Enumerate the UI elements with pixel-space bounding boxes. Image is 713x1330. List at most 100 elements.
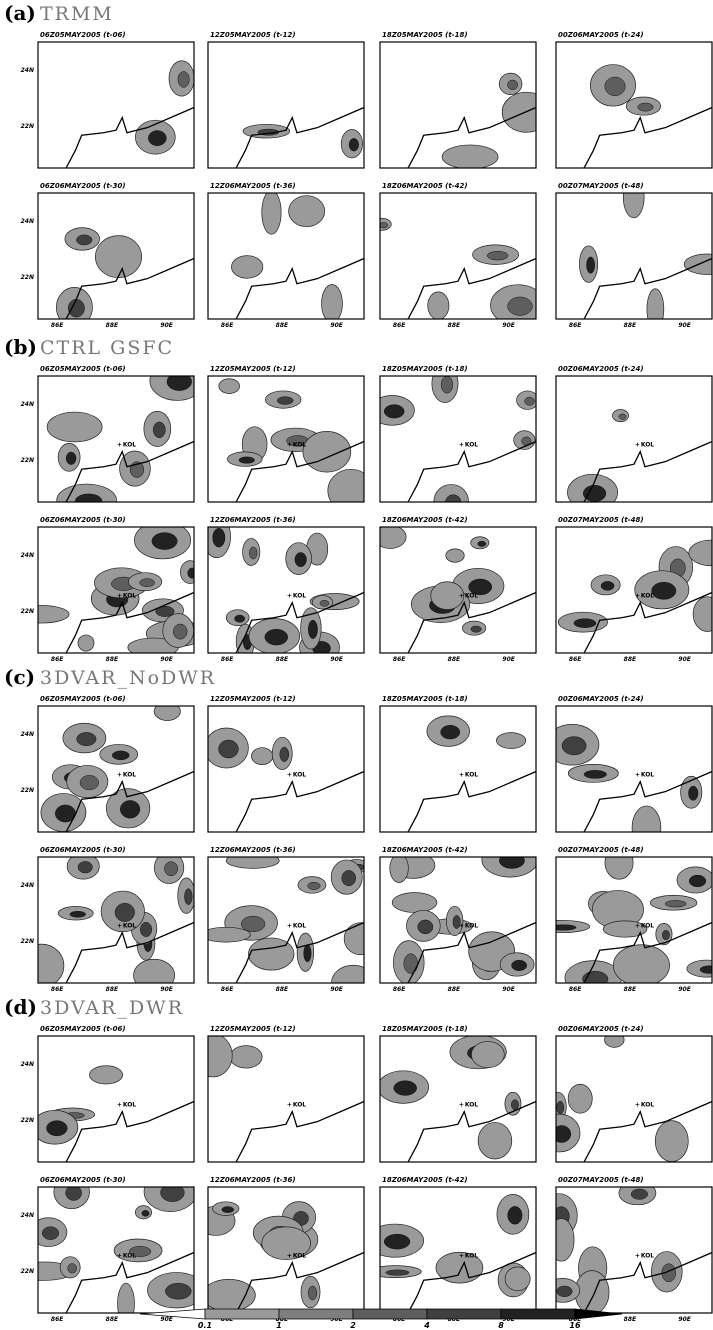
panel-title: 18Z05MAY2005 (t-18)	[382, 695, 468, 703]
rain-core	[68, 299, 84, 317]
colorbar-label: 1	[276, 1321, 282, 1330]
marker-label: KOL	[293, 923, 306, 930]
coastline	[236, 772, 364, 832]
rain-core	[68, 1264, 77, 1274]
panel	[390, 842, 538, 984]
panel	[236, 108, 364, 168]
marker-label: KOL	[123, 923, 136, 930]
section-label: (c)	[4, 665, 35, 689]
lon-tick-label: 88E	[276, 986, 289, 993]
rain-area	[442, 145, 498, 169]
colorbar-label: 8	[498, 1321, 504, 1330]
marker-cross: +	[287, 442, 292, 449]
section: (d)3DVAR_DWR06Z05MAY2005 (t-06)+KOL24N22…	[4, 995, 712, 1324]
section-label: (b)	[4, 335, 37, 359]
marker-cross: +	[635, 923, 640, 930]
rain-area	[428, 292, 449, 320]
lon-tick-label: 90E	[160, 322, 173, 329]
panel-frame	[38, 42, 194, 168]
rain-core	[295, 552, 307, 566]
coastline	[408, 772, 536, 832]
marker-cross: +	[287, 923, 292, 930]
rain-area	[95, 236, 141, 278]
rain-core	[142, 1210, 149, 1216]
rain-area	[632, 806, 661, 850]
rain-core	[511, 1100, 518, 1110]
colorbar-label: 0.1	[198, 1321, 212, 1330]
lon-tick-label: 88E	[448, 986, 461, 993]
panel	[205, 728, 364, 832]
panel	[14, 521, 206, 656]
panel	[372, 218, 546, 325]
panel-title: 06Z05MAY2005 (t-06)	[40, 695, 126, 703]
colorbar-label: 4	[423, 1321, 430, 1330]
lat-tick-label: 22N	[21, 938, 34, 945]
panel-title: 12Z06MAY2005 (t-36)	[210, 516, 296, 524]
rain-core	[557, 1101, 564, 1114]
lat-tick-label: 22N	[21, 787, 34, 794]
lat-tick-label: 24N	[21, 401, 34, 408]
rain-core	[161, 1184, 185, 1202]
lon-tick-label: 86E	[221, 322, 234, 329]
lon-tick-label: 90E	[502, 986, 515, 993]
panel	[408, 73, 550, 169]
rain-area	[289, 196, 325, 227]
panel-title: 18Z05MAY2005 (t-18)	[382, 1025, 468, 1033]
rain-core	[550, 925, 576, 931]
panel-title: 18Z05MAY2005 (t-18)	[382, 31, 468, 39]
rain-core	[471, 626, 482, 632]
rain-core	[173, 624, 187, 639]
rain-area	[693, 597, 713, 632]
rain-core	[478, 541, 486, 546]
lon-tick-label: 90E	[678, 656, 691, 663]
lon-tick-label: 90E	[678, 986, 691, 993]
panel	[545, 724, 712, 849]
panel-frame	[208, 706, 364, 832]
rain-core	[508, 297, 533, 315]
section-name: 3DVAR_DWR	[40, 997, 184, 1019]
panel-title: 12Z05MAY2005 (t-12)	[210, 365, 296, 373]
panel	[41, 702, 194, 832]
marker-cross: +	[117, 442, 122, 449]
panel-title: 00Z06MAY2005 (t-24)	[558, 365, 644, 373]
rain-area	[549, 1219, 574, 1262]
rain-area	[89, 1066, 122, 1084]
rain-area	[202, 1279, 255, 1311]
rain-area	[655, 1121, 688, 1162]
rain-core	[394, 1081, 417, 1096]
marker-label: KOL	[465, 772, 478, 779]
rain-area	[575, 1271, 609, 1315]
marker-cross: +	[287, 1102, 292, 1109]
panel-title: 00Z07MAY2005 (t-48)	[558, 516, 644, 524]
panel-title: 00Z06MAY2005 (t-24)	[558, 31, 644, 39]
marker-label: KOL	[641, 442, 654, 449]
colorbar-segment	[205, 1309, 279, 1319]
rain-core	[320, 600, 329, 606]
rain-core	[115, 903, 135, 921]
lon-tick-label: 86E	[393, 986, 406, 993]
panel-title: 12Z05MAY2005 (t-12)	[210, 1025, 296, 1033]
marker-cross: +	[635, 772, 640, 779]
rain-core	[304, 945, 311, 962]
rain-area	[19, 944, 64, 987]
panel-title: 06Z05MAY2005 (t-06)	[40, 31, 126, 39]
marker-cross: +	[117, 1253, 122, 1260]
marker-cross: +	[117, 923, 122, 930]
marker-label: KOL	[641, 1102, 654, 1109]
lon-tick-label: 88E	[624, 656, 637, 663]
panel	[19, 852, 195, 991]
rain-core	[308, 882, 321, 889]
lon-tick-label: 86E	[569, 322, 582, 329]
panel-title: 06Z06MAY2005 (t-30)	[40, 1176, 126, 1184]
rain-area	[496, 733, 525, 749]
panel	[370, 365, 539, 518]
marker-cross: +	[287, 1253, 292, 1260]
panel-title: 18Z06MAY2005 (t-42)	[382, 1176, 468, 1184]
marker-label: KOL	[123, 1102, 136, 1109]
section-name: 3DVAR_NoDWR	[40, 667, 216, 689]
colorbar-segment	[501, 1309, 575, 1319]
rain-core	[277, 397, 293, 405]
lon-tick-label: 90E	[160, 986, 173, 993]
rain-core	[188, 568, 197, 578]
